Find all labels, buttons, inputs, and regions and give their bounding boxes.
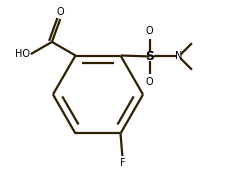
Text: HO: HO: [15, 49, 30, 59]
Text: F: F: [120, 157, 125, 167]
Text: O: O: [56, 7, 64, 17]
Text: N: N: [175, 51, 182, 61]
Text: O: O: [146, 26, 153, 36]
Text: S: S: [145, 50, 154, 63]
Text: O: O: [146, 77, 153, 87]
